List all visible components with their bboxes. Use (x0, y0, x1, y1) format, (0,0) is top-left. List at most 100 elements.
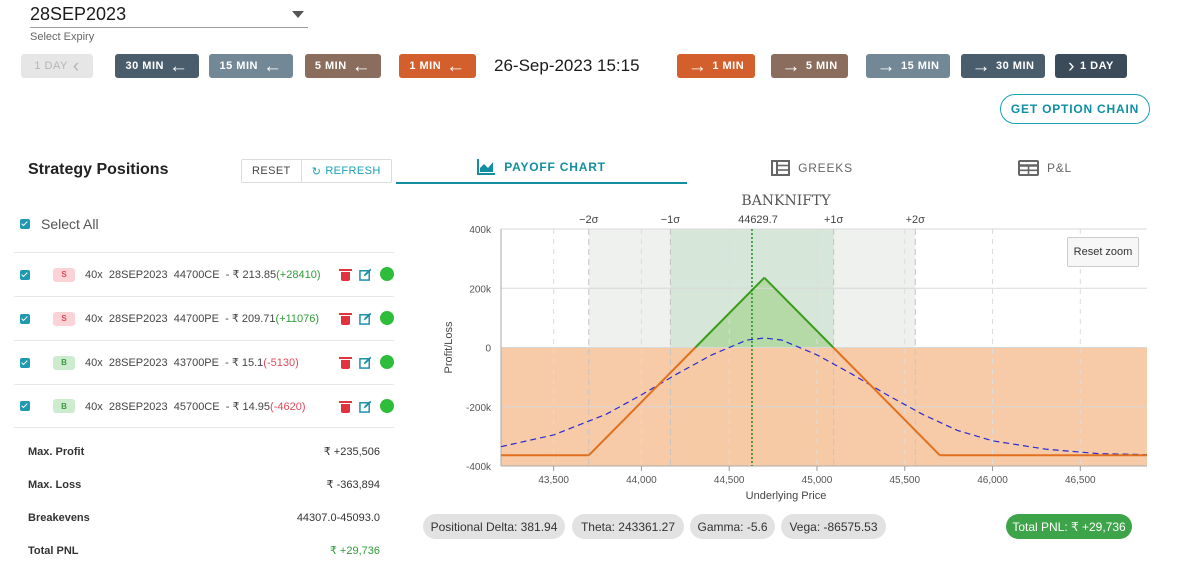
select-all-label: Select All (41, 216, 99, 232)
expiry-payoff-segment (832, 346, 941, 457)
button-label: 5 MIN (314, 60, 347, 72)
trash-icon[interactable] (339, 356, 352, 369)
reset-label: RESET (252, 165, 291, 177)
position-details: 40x 28SEP2023 45700CE - ₹ 14.95(-4620) (85, 400, 306, 413)
button-label: 15 MIN (901, 60, 940, 72)
y-tick-label: -200k (466, 403, 492, 414)
position-checkbox[interactable] (20, 401, 30, 411)
strategy-summary: Max. Profit ₹ +235,506 Max. Loss ₹ -363,… (14, 435, 394, 567)
chevron-down-icon (292, 11, 304, 18)
breakevens-value: 44307.0-45093.0 (296, 511, 380, 524)
forward-30-min-button[interactable]: → 30 MIN (961, 54, 1045, 78)
reset-button[interactable]: RESET (242, 160, 302, 182)
current-datetime: 26-Sep-2023 15:15 (494, 56, 640, 75)
arrow-right-icon: → (781, 55, 801, 77)
forward-1-min-button[interactable]: → 1 MIN (677, 54, 755, 78)
position-details: 40x 28SEP2023 44700PE - ₹ 209.71(+11076) (85, 313, 320, 325)
tab-label: P&L (1046, 161, 1073, 175)
max-profit-row: Max. Profit ₹ +235,506 (14, 435, 394, 468)
trash-icon[interactable] (339, 312, 352, 325)
back-15-min-button[interactable]: 15 MIN ← (209, 54, 293, 78)
status-dot-icon[interactable] (380, 399, 394, 413)
back-1-day-button[interactable]: 1 DAY ‹ (21, 54, 93, 78)
arrow-right-icon: → (971, 55, 992, 77)
tab-greeks[interactable]: GREEKS (712, 152, 912, 184)
tab-payoff-chart[interactable]: PAYOFF CHART (396, 152, 687, 184)
gamma: Gamma: -5.6 (690, 514, 775, 539)
profit-zone (695, 277, 834, 348)
edit-icon[interactable] (359, 400, 372, 413)
positional-delta: Positional Delta: 381.94 (423, 514, 565, 539)
y-tick-label: -400k (466, 462, 492, 473)
trash-icon[interactable] (339, 400, 352, 413)
row-actions (339, 355, 394, 369)
theta: Theta: 243361.27 (572, 514, 684, 539)
breakevens-label: Breakevens (28, 511, 90, 524)
reset-zoom-button[interactable]: Reset zoom (1067, 237, 1139, 267)
button-label: 1 MIN (712, 60, 745, 72)
edit-icon[interactable] (359, 268, 372, 281)
position-checkbox[interactable] (20, 313, 30, 324)
max-loss-row: Max. Loss ₹ -363,894 (14, 468, 394, 501)
button-label: 30 MIN (996, 60, 1035, 72)
total-pnl-badge: Total PNL: ₹ +29,736 (1006, 514, 1132, 539)
tab-label: PAYOFF CHART (504, 160, 606, 174)
expiry-select[interactable]: 28SEP2023 (30, 2, 308, 28)
position-row: S 40x 28SEP2023 44700PE - ₹ 209.71(+1107… (14, 296, 394, 340)
y-tick-label: 0 (485, 344, 491, 355)
y-tick-label: 200k (469, 284, 492, 295)
expiry-label: Select Expiry (30, 31, 95, 43)
position-pnl: (+11076) (275, 313, 320, 325)
button-label: 15 MIN (219, 60, 258, 72)
position-pnl: (-4620) (270, 400, 306, 413)
target-day-payoff-line (500, 337, 1148, 456)
position-details: 40x 28SEP2023 44700CE - ₹ 213.85(+28410) (85, 269, 321, 281)
status-dot-icon[interactable] (380, 267, 394, 281)
max-profit-value: ₹ +235,506 (323, 446, 380, 458)
position-row: S 40x 28SEP2023 44700CE - ₹ 213.85(+2841… (14, 252, 394, 296)
get-option-chain-button[interactable]: GET OPTION CHAIN (1000, 94, 1150, 124)
refresh-button[interactable]: ↻ REFRESH (302, 160, 391, 182)
sigma-label: +1σ (824, 214, 844, 226)
edit-icon[interactable] (359, 312, 372, 325)
expiry-payoff-segment (763, 277, 835, 349)
button-label: 1 MIN (409, 60, 442, 72)
select-all-checkbox[interactable] (20, 219, 30, 229)
back-30-min-button[interactable]: 30 MIN ← (115, 54, 199, 78)
position-row: B 40x 28SEP2023 45700CE - ₹ 14.95(-4620) (14, 384, 394, 428)
expiry-value: 28SEP2023 (30, 4, 127, 24)
x-tick-label: 44,000 (626, 475, 657, 486)
expiry-payoff-segment (588, 346, 697, 457)
forward-5-min-button[interactable]: → 5 MIN (771, 54, 848, 78)
tab-pnl[interactable]: P&L (945, 152, 1145, 184)
total-pnl-row: Total PNL ₹ +29,736 (14, 534, 394, 567)
x-tick-label: 45,500 (889, 475, 920, 486)
sigma-label: −1σ (661, 214, 681, 226)
button-label: 5 MIN (805, 60, 838, 72)
arrow-left-icon: ← (168, 55, 189, 77)
forward-1-day-button[interactable]: › 1 DAY (1055, 54, 1127, 78)
status-dot-icon[interactable] (380, 311, 394, 325)
trash-icon[interactable] (339, 268, 352, 281)
arrow-left-icon: ← (446, 55, 466, 77)
breakevens-row: Breakevens 44307.0-45093.0 (14, 501, 394, 534)
back-1-min-button[interactable]: 1 MIN ← (399, 54, 476, 78)
x-tick-label: 46,000 (977, 475, 1008, 486)
select-all[interactable]: Select All (20, 216, 99, 232)
arrow-left-icon: ← (262, 55, 283, 77)
edit-icon[interactable] (359, 356, 372, 369)
forward-15-min-button[interactable]: → 15 MIN (866, 54, 950, 78)
total-pnl-label: Total PNL (28, 544, 79, 557)
position-checkbox[interactable] (20, 357, 30, 368)
back-5-min-button[interactable]: 5 MIN ← (305, 54, 381, 78)
vega: Vega: -86575.53 (781, 514, 886, 539)
position-pnl: (+28410) (276, 269, 321, 281)
x-tick-label: 45,000 (802, 475, 833, 486)
position-details: 40x 28SEP2023 43700PE - ₹ 15.1(-5130) (85, 357, 299, 369)
arrow-left-icon: ← (351, 55, 372, 77)
total-pnl-value: ₹ +29,736 (329, 545, 380, 557)
status-dot-icon[interactable] (380, 355, 394, 369)
positions-list: S 40x 28SEP2023 44700CE - ₹ 213.85(+2841… (14, 252, 394, 428)
position-checkbox[interactable] (20, 269, 30, 280)
area-chart-icon (477, 159, 496, 175)
